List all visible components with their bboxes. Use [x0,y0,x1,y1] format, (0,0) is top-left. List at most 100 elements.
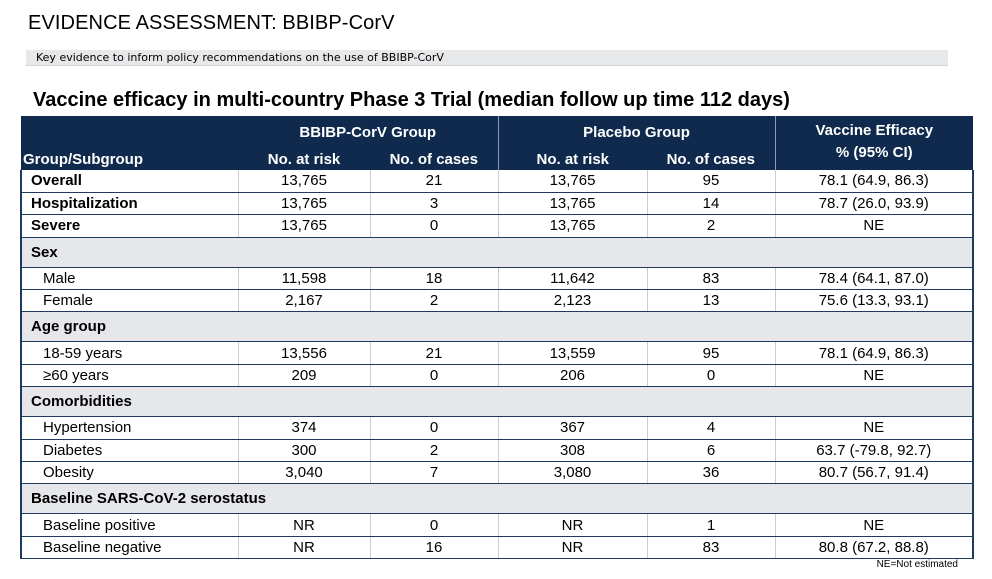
cell-at-risk-placebo: NR [497,513,648,537]
cell-cases-placebo: 83 [646,267,776,291]
header-ve-line2: % (95% CI) [835,144,913,161]
cell-vaccine-efficacy: NE [774,214,975,238]
cell-at-risk-placebo: 13,765 [497,170,648,193]
cell-cases-placebo: 95 [646,170,776,193]
cell-at-risk-placebo: 367 [497,416,648,440]
cell-at-risk-vaccine: 13,556 [237,341,370,365]
cell-vaccine-efficacy: NE [774,513,975,537]
cell-at-risk-vaccine: 2,167 [237,289,370,313]
page-title: EVIDENCE ASSESSMENT: BBIBP-CorV [28,12,395,34]
table-row: Severe 13,765 0 13,765 2 NE [20,214,975,238]
table-row: Diabetes 300 2 308 6 63.7 (-79.8, 92.7) [20,439,975,463]
cell-at-risk-vaccine: 3,040 [237,461,370,485]
efficacy-table: BBIBP-CorV Group Placebo Group Vaccine E… [19,116,975,560]
cell-at-risk-placebo: 13,765 [497,214,648,238]
row-label: Baseline negative [20,536,238,560]
cell-at-risk-vaccine: 300 [237,439,370,463]
section-label: Baseline SARS-CoV-2 serostatus [19,483,975,515]
cell-cases-vaccine: 16 [369,536,499,560]
header-group-subgroup: Group/Subgroup [23,151,143,168]
table-row: Hypertension 374 0 367 4 NE [20,416,975,440]
row-label: Male [20,267,238,291]
cell-cases-placebo: 14 [646,192,776,216]
row-label: Baseline positive [20,513,238,537]
cell-cases-vaccine: 18 [369,267,499,291]
cell-at-risk-vaccine: 13,765 [237,214,370,238]
cell-at-risk-placebo: 308 [497,439,648,463]
cell-cases-placebo: 0 [646,364,776,388]
header-cases-placebo: No. of cases [666,151,755,168]
header-at-risk-placebo: No. at risk [497,143,648,170]
table-row: 18-59 years 13,556 21 13,559 95 78.1 (64.9, 8… [20,341,975,365]
cell-at-risk-placebo: 13,765 [497,192,648,216]
table-body: Overall 13,765 21 13,765 95 78.1 (64.9, 86.3)… [19,170,975,560]
cell-cases-vaccine: 21 [369,170,499,193]
cell-vaccine-efficacy: 78.1 (64.9, 86.3) [774,170,975,193]
cell-at-risk-vaccine: 13,765 [237,170,370,193]
cell-at-risk-placebo: 11,642 [497,267,648,291]
header-cases-vaccine: No. of cases [389,151,478,168]
row-label: ≥60 years [20,364,238,388]
cell-vaccine-efficacy: 78.4 (64.1, 87.0) [774,267,975,291]
table-row: Male 11,598 18 11,642 83 78.4 (64.1, 87.0) [20,267,975,291]
cell-cases-placebo: 6 [646,439,776,463]
cell-at-risk-placebo: NR [497,536,648,560]
cell-cases-vaccine: 0 [369,513,499,537]
cell-vaccine-efficacy: 80.7 (56.7, 91.4) [774,461,975,485]
cell-vaccine-efficacy: 78.1 (64.9, 86.3) [774,341,975,365]
cell-vaccine-efficacy: NE [774,416,975,440]
cell-cases-placebo: 13 [646,289,776,313]
cell-cases-vaccine: 3 [369,192,499,216]
section-label: Sex [19,237,975,268]
row-label: Severe [20,214,238,238]
section-label: Age group [19,311,975,343]
cell-at-risk-placebo: 13,559 [497,341,648,365]
cell-vaccine-efficacy: 63.7 (-79.8, 92.7) [774,439,975,463]
cell-at-risk-placebo: 2,123 [497,289,648,313]
cell-at-risk-vaccine: 13,765 [237,192,370,216]
subtitle-bar: Key evidence to inform policy recommenda… [26,50,948,66]
cell-vaccine-efficacy: NE [774,364,975,388]
cell-at-risk-vaccine: 374 [237,416,370,440]
footnote: NE=Not estimated [876,559,958,570]
table-section-row: Age group [19,311,975,343]
header-at-risk-vaccine: No. at risk [267,151,341,168]
table-row: Hospitalization 13,765 3 13,765 14 78.7 (26.0… [20,192,975,216]
header-vaccine-efficacy: Vaccine Efficacy % (95% CI) [774,116,974,170]
row-label: 18-59 years [20,341,238,365]
cell-cases-placebo: 36 [646,461,776,485]
cell-cases-placebo: 2 [646,214,776,238]
cell-vaccine-efficacy: 78.7 (26.0, 93.9) [774,192,975,216]
header-placebo-group: Placebo Group [497,116,776,143]
table-row: Overall 13,765 21 13,765 95 78.1 (64.9, 86.3) [20,170,975,193]
cell-cases-vaccine: 2 [369,439,499,463]
table-section-row: Sex [19,237,975,268]
cell-cases-vaccine: 7 [369,461,499,485]
section-label: Comorbidities [19,386,975,418]
cell-at-risk-vaccine: 209 [237,364,370,388]
table-header-row-top: BBIBP-CorV Group Placebo Group Vaccine E… [21,116,974,170]
row-label: Diabetes [20,439,238,463]
cell-cases-placebo: 83 [646,536,776,560]
cell-vaccine-efficacy: 75.6 (13.3, 93.1) [774,289,975,313]
table-title: Vaccine efficacy in multi-country Phase … [33,89,790,111]
cell-at-risk-vaccine: 11,598 [237,267,370,291]
cell-cases-vaccine: 2 [369,289,499,313]
header-empty-cell [21,116,238,143]
cell-cases-vaccine: 21 [369,341,499,365]
table-section-row: Baseline SARS-CoV-2 serostatus [19,483,975,515]
table-row: Female 2,167 2 2,123 13 75.6 (13.3, 93.1) [20,289,975,313]
cell-at-risk-vaccine: NR [237,513,370,537]
header-ve-line1: Vaccine Efficacy [815,122,934,139]
table-row: ≥60 years 209 0 206 0 NE [20,364,975,388]
row-label: Obesity [20,461,238,485]
row-label: Hypertension [20,416,238,440]
table-row: Baseline negative NR 16 NR 83 80.8 (67.2, 88.… [20,536,975,560]
cell-vaccine-efficacy: 80.8 (67.2, 88.8) [774,536,975,560]
cell-cases-placebo: 4 [646,416,776,440]
cell-at-risk-placebo: 206 [497,364,648,388]
header-bbibp-group: BBIBP-CorV Group [299,124,437,141]
cell-cases-vaccine: 0 [369,214,499,238]
row-label: Overall [20,170,238,193]
row-label: Female [20,289,238,313]
